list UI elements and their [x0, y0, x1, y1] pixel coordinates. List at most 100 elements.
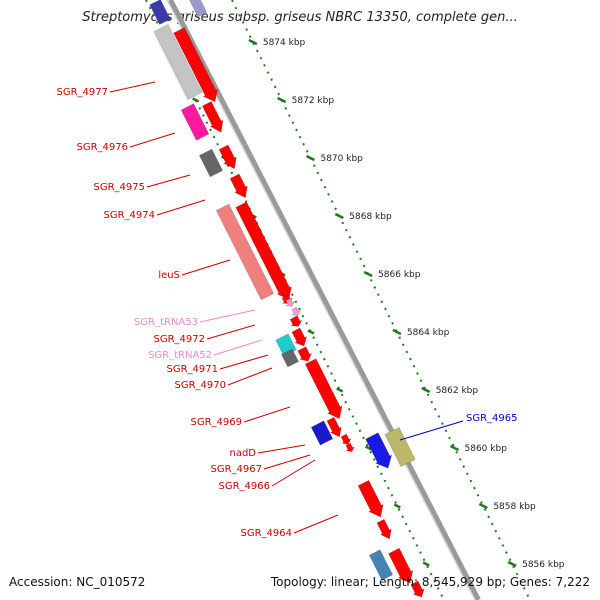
- gene-label: SGR_4970: [175, 380, 227, 391]
- ruler-tick-label: 5866 kbp: [378, 270, 421, 280]
- cds-arrow: [289, 315, 303, 327]
- trna-arrow-shape: [285, 297, 296, 307]
- label-leader-line: [257, 444, 306, 454]
- cds-arrow-shape: [326, 416, 342, 438]
- ruler-tick-label: 5858 kbp: [493, 502, 536, 512]
- cds-arrow: [376, 518, 392, 540]
- inner-ruler-tick: [307, 329, 315, 335]
- label-leader-line: [156, 199, 206, 216]
- ruler-tick-label: 5874 kbp: [263, 38, 306, 48]
- homology-block: [186, 0, 208, 18]
- homology-block: [215, 203, 275, 301]
- gene-label: SGR_4976: [77, 142, 129, 153]
- cds-arrow-shape: [388, 547, 414, 584]
- gene-label: SGR_4975: [94, 182, 146, 193]
- gene-label: leuS: [158, 270, 180, 281]
- cds-arrow: [357, 479, 384, 518]
- homology-block: [281, 348, 299, 368]
- trna-arrow: [291, 306, 302, 316]
- label-leader-line: [146, 174, 191, 188]
- label-leader-line: [263, 454, 311, 470]
- gene-label: SGR_4969: [191, 417, 243, 428]
- cds-arrow: [297, 346, 313, 362]
- homology-block: [310, 420, 334, 446]
- reverse-cds-arrow: [365, 432, 393, 469]
- ruler-major-tick: [421, 386, 431, 394]
- ruler-major-tick: [392, 328, 402, 336]
- reverse-cds-arrow-shape: [365, 432, 393, 469]
- accession-text: Accession: NC_010572: [9, 575, 146, 589]
- cds-arrow: [235, 201, 292, 300]
- cds-arrow: [218, 144, 237, 170]
- homology-block: [149, 0, 171, 25]
- ruler-tick-label: 5868 kbp: [349, 212, 392, 222]
- label-leader-line: [219, 354, 269, 370]
- gene-label: SGR_4967: [211, 464, 263, 475]
- gene-label: SGR_4964: [241, 528, 293, 539]
- ruler-tick-label: 5860 kbp: [465, 444, 508, 454]
- ruler-major-tick: [277, 96, 287, 104]
- cds-arrow: [326, 416, 342, 438]
- gene-label: SGR_4977: [57, 87, 109, 98]
- homology-block-shape: [153, 24, 203, 100]
- label-leader-line: [293, 514, 339, 534]
- gene-label: SGR_tRNA52: [148, 350, 212, 361]
- homology-block-shape: [215, 203, 275, 301]
- ruler-major-tick: [449, 444, 460, 452]
- label-leader-line: [399, 420, 464, 441]
- gene-label: SGR_4972: [154, 334, 206, 345]
- inner-ruler-tick: [364, 445, 373, 451]
- cds-arrow: [173, 27, 219, 103]
- cds-arrow-shape: [345, 442, 356, 452]
- label-leader-line: [227, 367, 273, 386]
- gene-label: SGR_4966: [219, 481, 271, 492]
- cds-arrow: [410, 580, 425, 598]
- map-title: Streptomyces griseus subsp. griseus NBRC…: [82, 10, 518, 25]
- gene-label: SGR_tRNA53: [134, 317, 198, 328]
- genome-backbone: [167, 0, 481, 600]
- ruler-tick-label: 5864 kbp: [407, 328, 450, 338]
- cds-arrow-shape: [304, 358, 343, 420]
- ruler-tick-label: 5862 kbp: [436, 386, 479, 396]
- homology-block: [153, 24, 203, 100]
- reverse-homology-block-shape: [384, 426, 416, 468]
- ruler-major-tick: [248, 38, 258, 46]
- label-leader-line: [271, 459, 316, 487]
- topology-summary: Topology: linear; Length: 8,545,929 bp; …: [270, 575, 590, 589]
- trna-arrow: [285, 297, 296, 307]
- homology-block: [180, 103, 210, 141]
- cds-arrow-shape: [173, 27, 219, 103]
- label-leader-line: [109, 81, 156, 93]
- homology-block-shape: [281, 348, 299, 368]
- ruler-major-tick: [363, 270, 373, 278]
- cds-arrow: [229, 173, 248, 199]
- ruler-tick-label: 5872 kbp: [292, 96, 335, 106]
- homology-block-shape: [180, 103, 210, 141]
- trna-arrow-shape: [291, 306, 302, 316]
- label-leader-line: [206, 324, 256, 340]
- inner-ruler-tick: [393, 503, 401, 509]
- cds-arrow-shape: [297, 346, 313, 362]
- homology-block-shape: [149, 0, 171, 25]
- cds-arrow-shape: [340, 433, 352, 445]
- cds-arrow-shape: [229, 173, 248, 199]
- cds-arrow-shape: [376, 518, 392, 540]
- cds-arrow: [304, 358, 343, 420]
- cds-arrow-shape: [410, 580, 425, 598]
- ruler-major-tick: [507, 560, 517, 568]
- reverse-homology-block: [384, 426, 416, 468]
- cds-arrow: [340, 433, 352, 445]
- inner-ruler-tick: [192, 97, 200, 103]
- label-leader-line: [199, 309, 256, 323]
- ruler-tick-label: 5856 kbp: [522, 560, 565, 570]
- ruler-major-tick: [334, 212, 344, 220]
- cds-arrow: [201, 101, 224, 133]
- gene-label: SGR_4974: [104, 210, 156, 221]
- label-leader-line: [181, 259, 231, 276]
- cds-arrow: [345, 442, 356, 452]
- ruler-major-tick: [305, 154, 316, 162]
- cds-arrow: [388, 547, 414, 584]
- homology-block-shape: [198, 148, 224, 178]
- ruler-major-tick: [478, 502, 488, 510]
- homology-block: [198, 148, 224, 178]
